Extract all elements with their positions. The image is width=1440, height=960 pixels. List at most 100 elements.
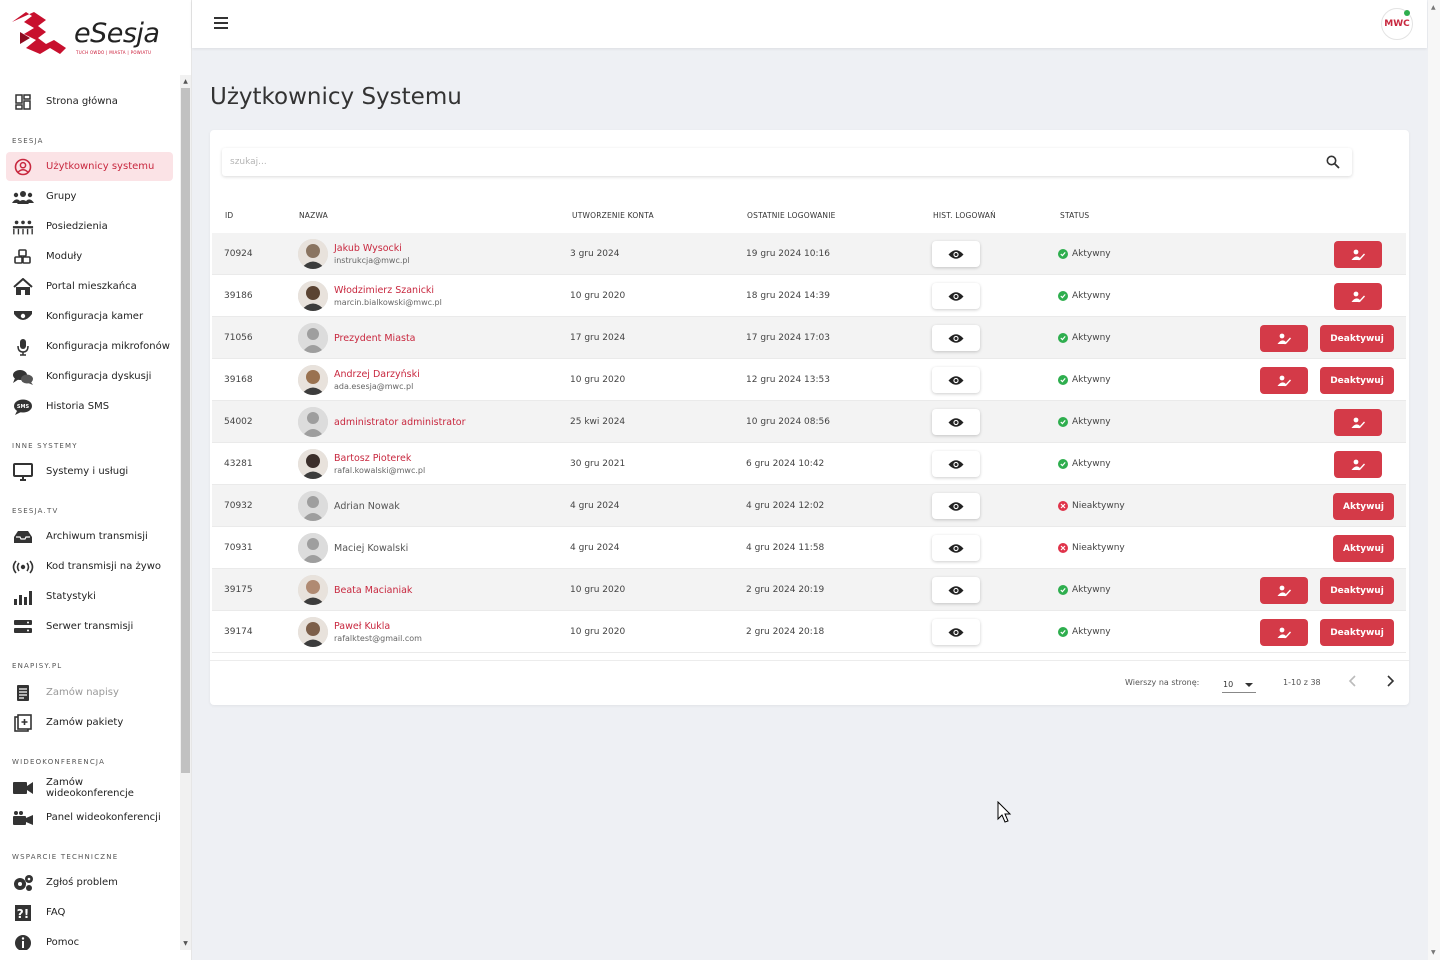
chevron-right-icon[interactable]	[1383, 674, 1397, 688]
user-name-link[interactable]: Paweł Kukla	[334, 621, 391, 632]
column-header-id[interactable]: ID	[225, 211, 234, 220]
mouse-cursor-icon	[997, 801, 1012, 823]
deactivate-button[interactable]: Deaktywuj	[1320, 619, 1394, 646]
sidebar-item-help[interactable]: Pomoc	[6, 928, 173, 950]
status-text: Aktywny	[1072, 627, 1111, 637]
sidebar-item-modules[interactable]: Moduły	[6, 242, 173, 271]
edit-user-button[interactable]	[1334, 409, 1382, 436]
sidebar-item-home[interactable]: Strona główna	[6, 87, 173, 116]
chevron-left-icon[interactable]	[1346, 674, 1360, 688]
user-name-link[interactable]: Bartosz Pioterek	[334, 453, 412, 464]
rows-per-page-select[interactable]: 10	[1222, 673, 1256, 693]
cell-id: 70931	[224, 543, 253, 553]
edit-user-button[interactable]	[1260, 577, 1308, 604]
deactivate-button[interactable]: Deaktywuj	[1320, 325, 1394, 352]
login-history-button[interactable]	[932, 577, 980, 603]
column-header-created[interactable]: UTWORZENIE KONTA	[572, 211, 654, 220]
login-history-button[interactable]	[932, 535, 980, 561]
cell-id: 70932	[224, 501, 253, 511]
login-history-button[interactable]	[932, 493, 980, 519]
sidebar-item-archive[interactable]: Archiwum transmisji	[6, 522, 173, 551]
deactivate-button[interactable]: Deaktywuj	[1320, 577, 1394, 604]
search-input[interactable]	[230, 154, 1310, 170]
user-name-link[interactable]: Andrzej Darzyński	[334, 369, 420, 380]
column-header-name[interactable]: NAZWA	[299, 211, 329, 220]
activate-button[interactable]: Aktywuj	[1333, 535, 1394, 562]
user-name-link[interactable]: Jakub Wysocki	[334, 243, 402, 254]
sidebar-item-discussion[interactable]: Konfiguracja dyskusji	[6, 362, 173, 391]
user-name-link: Maciej Kowalski	[334, 542, 409, 554]
sidebar-item-order-packages[interactable]: Zamów pakiety	[6, 708, 173, 737]
user-email: marcin.bialkowski@mwc.pl	[334, 298, 442, 307]
sidebar-item-statistics[interactable]: Statystyki	[6, 582, 173, 611]
sidebar-item-label: Panel wideokonferencji	[46, 812, 161, 823]
sidebar-item-faq[interactable]: ?! FAQ	[6, 898, 173, 927]
column-header-status[interactable]: STATUS	[1060, 211, 1090, 220]
column-header-login-history[interactable]: HIST. LOGOWAŃ	[933, 211, 996, 220]
user-avatar[interactable]: MWC	[1381, 8, 1413, 40]
sidebar-item-microphones[interactable]: Konfiguracja mikrofonów	[6, 332, 173, 361]
sidebar-item-order-videoconference[interactable]: Zamów wideokonferencje	[6, 773, 173, 802]
sidebar-item-live-code[interactable]: Kod transmisji na żywo	[6, 552, 173, 581]
sidebar-item-sms-history[interactable]: SMS Historia SMS	[6, 392, 173, 421]
scroll-down-icon[interactable]: ▼	[183, 940, 188, 947]
hamburger-menu-icon[interactable]	[214, 17, 228, 29]
table-row: 70924 Jakub Wysocki instrukcja@mwc.pl 3 gru…	[212, 233, 1406, 275]
page-scrollbar[interactable]: ▲ ▼	[1428, 0, 1440, 960]
user-name-link[interactable]: administrator administrator	[334, 416, 466, 428]
avatar	[298, 281, 328, 311]
sidebar-item-systems[interactable]: Systemy i usługi	[6, 457, 173, 486]
sidebar-item-label: Archiwum transmisji	[46, 531, 148, 542]
login-history-button[interactable]	[932, 325, 980, 351]
eye-icon	[948, 543, 964, 553]
sidebar-item-label: Kod transmisji na żywo	[46, 561, 161, 572]
scroll-up-icon[interactable]: ▲	[183, 78, 188, 85]
sidebar-item-report-problem[interactable]: Zgłoś problem	[6, 868, 173, 897]
edit-user-button[interactable]	[1334, 451, 1382, 478]
user-name-link[interactable]: Beata Macianiak	[334, 584, 413, 596]
edit-user-button[interactable]	[1334, 283, 1382, 310]
scrollbar-thumb[interactable]	[181, 88, 190, 773]
check-circle-icon	[1058, 291, 1068, 301]
sidebar-item-server[interactable]: Serwer transmisji	[6, 612, 173, 641]
search-icon[interactable]	[1326, 155, 1340, 169]
status-badge: Aktywny	[1058, 443, 1111, 485]
login-history-button[interactable]	[932, 409, 980, 435]
sidebar-item-groups[interactable]: Grupy	[6, 182, 173, 211]
edit-user-button[interactable]	[1260, 325, 1308, 352]
edit-user-button[interactable]	[1260, 367, 1308, 394]
sidebar-item-users[interactable]: Użytkownicy systemu	[6, 152, 173, 181]
edit-user-button[interactable]	[1260, 619, 1308, 646]
sidebar-item-cameras[interactable]: Konfiguracja kamer	[6, 302, 173, 331]
sidebar-item-order-captions[interactable]: Zamów napisy	[6, 678, 173, 707]
user-name-link[interactable]: Prezydent Miasta	[334, 332, 416, 344]
sidebar-item-videoconference-panel[interactable]: Panel wideokonferencji	[6, 803, 173, 832]
sidebar-item-resident-portal[interactable]: Portal mieszkańca	[6, 272, 173, 301]
edit-user-button[interactable]	[1334, 241, 1382, 268]
login-history-button[interactable]	[932, 241, 980, 267]
table-row: 54002 administrator administrator 25 kwi 2…	[212, 401, 1406, 443]
scroll-up-icon[interactable]: ▲	[1431, 4, 1436, 11]
pagination-range: 1-10 z 38	[1283, 678, 1321, 687]
sidebar-item-label: Statystyki	[46, 591, 96, 602]
activate-button[interactable]: Aktywuj	[1333, 493, 1394, 520]
column-header-last-login[interactable]: OSTATNIE LOGOWANIE	[747, 211, 836, 220]
plus-box-icon	[12, 713, 34, 733]
check-circle-icon	[1058, 249, 1068, 259]
sidebar-scrollbar[interactable]: ▲ ▼	[180, 75, 191, 950]
user-name-link[interactable]: Włodzimierz Szanicki	[334, 285, 435, 296]
deactivate-button[interactable]: Deaktywuj	[1320, 367, 1394, 394]
bar-chart-icon	[12, 587, 34, 607]
avatar	[298, 365, 328, 395]
login-history-button[interactable]	[932, 283, 980, 309]
user-edit-icon	[1351, 459, 1365, 470]
cell-name: Włodzimierz Szanicki marcin.bialkowski@mw…	[334, 275, 442, 317]
cell-last-login: 6 gru 2024 10:42	[746, 459, 825, 469]
login-history-button[interactable]	[932, 451, 980, 477]
esesja-logo[interactable]: eSesja TUCH OWDO | MIASTA | POWIATU	[10, 10, 170, 60]
login-history-button[interactable]	[932, 619, 980, 645]
sidebar: eSesja TUCH OWDO | MIASTA | POWIATU Stro…	[0, 0, 192, 960]
scroll-down-icon[interactable]: ▼	[1431, 949, 1436, 956]
login-history-button[interactable]	[932, 367, 980, 393]
sidebar-item-meetings[interactable]: Posiedzienia	[6, 212, 173, 241]
